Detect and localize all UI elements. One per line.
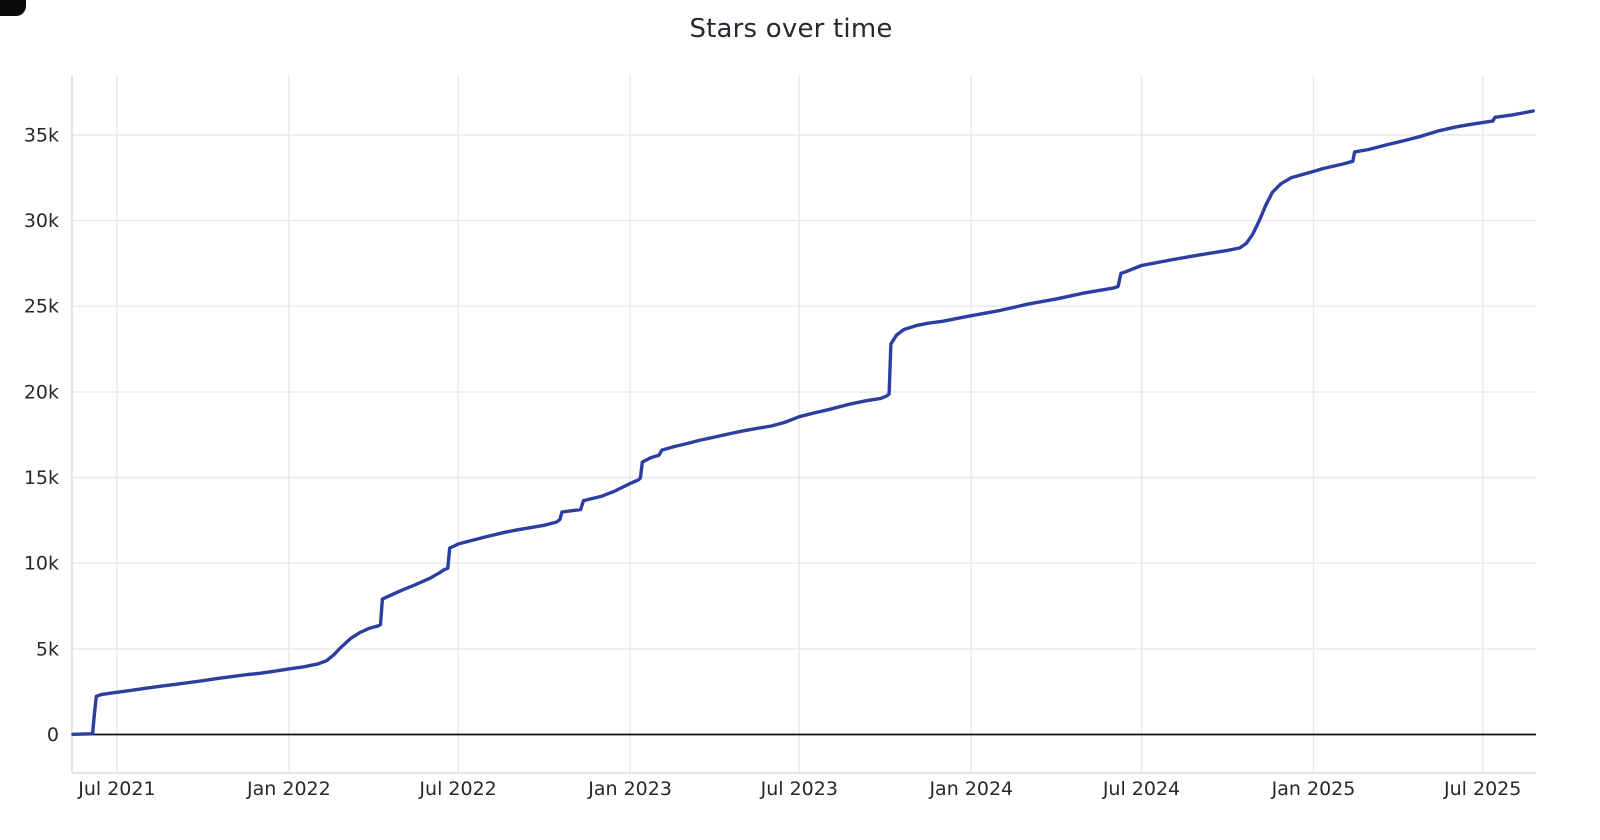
x-tick-label: Jul 2024 (1102, 778, 1180, 800)
y-tick-label: 35k (24, 125, 59, 147)
x-tick-label: Jul 2023 (760, 778, 838, 800)
cutoff-ui-fragment (0, 0, 26, 16)
x-tick-label: Jul 2025 (1443, 778, 1521, 800)
x-tick-label: Jul 2022 (418, 778, 496, 800)
y-tick-label: 10k (24, 553, 59, 575)
y-tick-label: 30k (24, 210, 59, 232)
x-tick-label: Jan 2024 (928, 778, 1013, 800)
y-tick-label: 5k (36, 638, 59, 660)
y-tick-label: 15k (24, 467, 59, 489)
chart-title: Stars over time (689, 14, 893, 44)
x-tick-label: Jul 2021 (77, 778, 155, 800)
x-tick-label: Jan 2022 (246, 778, 331, 800)
x-tick-label: Jan 2025 (1271, 778, 1356, 800)
y-tick-label: 0 (47, 724, 59, 746)
x-tick-label: Jan 2023 (587, 778, 672, 800)
y-tick-label: 25k (24, 296, 59, 318)
stars-series-line (71, 109, 1535, 736)
y-tick-label: 20k (24, 381, 59, 403)
